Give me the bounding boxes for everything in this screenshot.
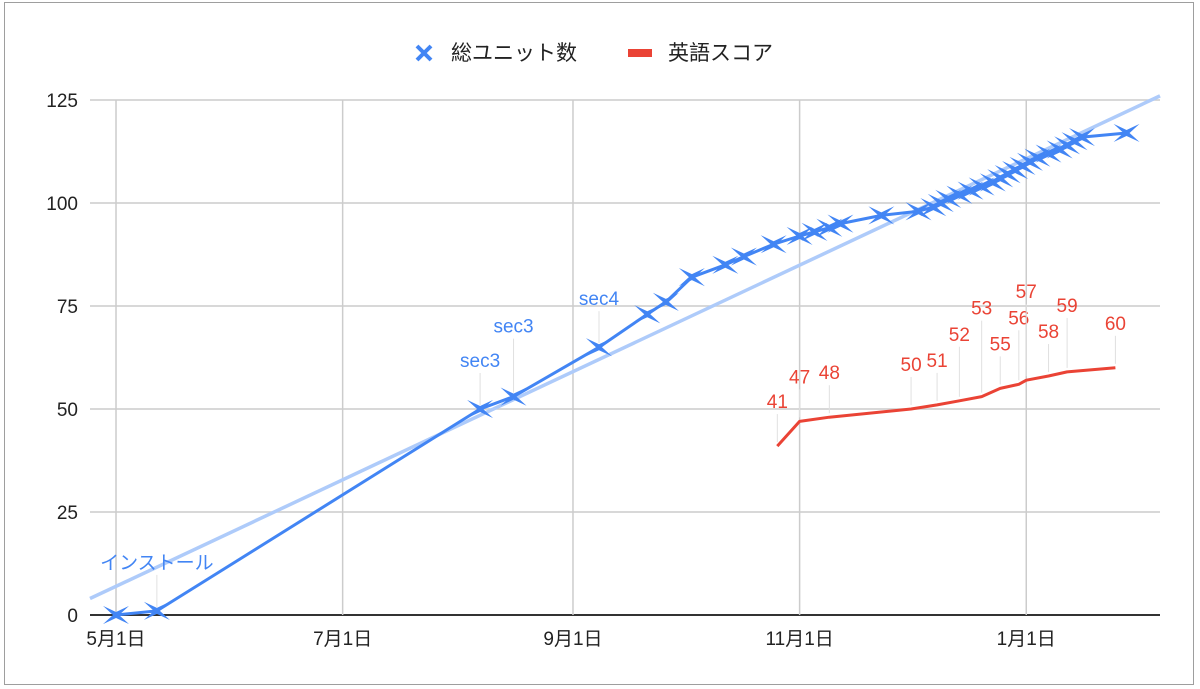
series-line-english-score <box>776 366 1116 448</box>
data-label-english-score: 59 <box>1057 296 1078 317</box>
data-label-english-score: 47 <box>789 367 810 388</box>
data-label-english-score: 56 <box>1008 308 1029 329</box>
data-point-total-units <box>585 338 612 357</box>
data-point-total-units <box>760 235 787 254</box>
y-tick-label: 125 <box>46 91 78 112</box>
y-tick-label: 75 <box>57 297 78 318</box>
data-point-total-units <box>1113 123 1140 143</box>
data-point-total-units <box>634 305 661 324</box>
x-tick-label: 5月1日 <box>86 629 145 650</box>
data-point-total-units <box>143 601 170 620</box>
data-point-total-units <box>801 222 828 241</box>
data-point-total-units <box>968 177 995 196</box>
data-point-total-units <box>103 605 130 625</box>
data-point-total-units <box>868 206 895 225</box>
legend-marker-english-score <box>628 49 652 57</box>
x-tick-label: 1月1日 <box>997 629 1056 650</box>
legend: 総ユニット数 英語スコア <box>415 42 773 65</box>
data-label-english-score: 50 <box>901 355 922 376</box>
data-point-total-units <box>905 202 932 221</box>
data-point-total-units <box>730 247 757 266</box>
data-label-english-score: 41 <box>767 392 788 413</box>
data-point-total-units <box>816 218 843 237</box>
data-label-english-score: 58 <box>1038 322 1059 343</box>
data-label-english-score: 60 <box>1105 314 1126 335</box>
y-tick-label: 25 <box>57 503 78 524</box>
x-tick-label: 11月1日 <box>765 629 833 650</box>
chart-frame <box>4 2 1194 685</box>
data-label-total-units: sec3 <box>493 317 533 338</box>
series-line-total-units <box>115 131 1127 617</box>
data-point-total-units <box>827 214 854 233</box>
y-tick-label: 50 <box>57 400 78 421</box>
data-point-total-units <box>786 226 813 246</box>
x-tick-label: 7月1日 <box>313 629 372 650</box>
legend-label-total-units: 総ユニット数 <box>451 42 577 65</box>
data-label-english-score: 55 <box>990 334 1011 355</box>
data-label-english-score: 52 <box>949 325 970 346</box>
legend-label-english-score: 英語スコア <box>668 42 773 65</box>
data-point-total-units <box>935 189 962 208</box>
data-label-total-units: sec4 <box>579 289 620 310</box>
y-tick-label: 0 <box>67 606 78 627</box>
data-point-total-units <box>1035 144 1062 163</box>
data-point-total-units <box>712 255 739 274</box>
data-label-english-score: 48 <box>819 363 840 384</box>
data-label-total-units: sec3 <box>460 351 500 372</box>
y-tick-label: 100 <box>46 194 78 215</box>
data-label-total-units: インストール <box>100 553 214 574</box>
data-point-total-units <box>957 181 984 200</box>
x-tick-label: 9月1日 <box>543 629 602 650</box>
data-point-total-units <box>1024 148 1051 167</box>
trendline <box>89 94 1161 601</box>
data-point-total-units <box>652 292 679 311</box>
data-point-total-units <box>500 387 527 406</box>
gridlines: 0 25 50 75 100 125 5月1日 7月1日 9月1日 11月1日 1月1日 <box>46 91 1160 650</box>
legend-marker-total-units <box>415 44 433 62</box>
data-label-english-score: 53 <box>971 299 992 320</box>
data-point-total-units <box>467 399 494 419</box>
data-label-english-score: 57 <box>1016 282 1037 303</box>
data-point-total-units <box>946 185 973 204</box>
data-point-total-units <box>1068 127 1095 147</box>
data-point-total-units <box>678 268 705 287</box>
data-label-english-score: 51 <box>927 351 948 372</box>
